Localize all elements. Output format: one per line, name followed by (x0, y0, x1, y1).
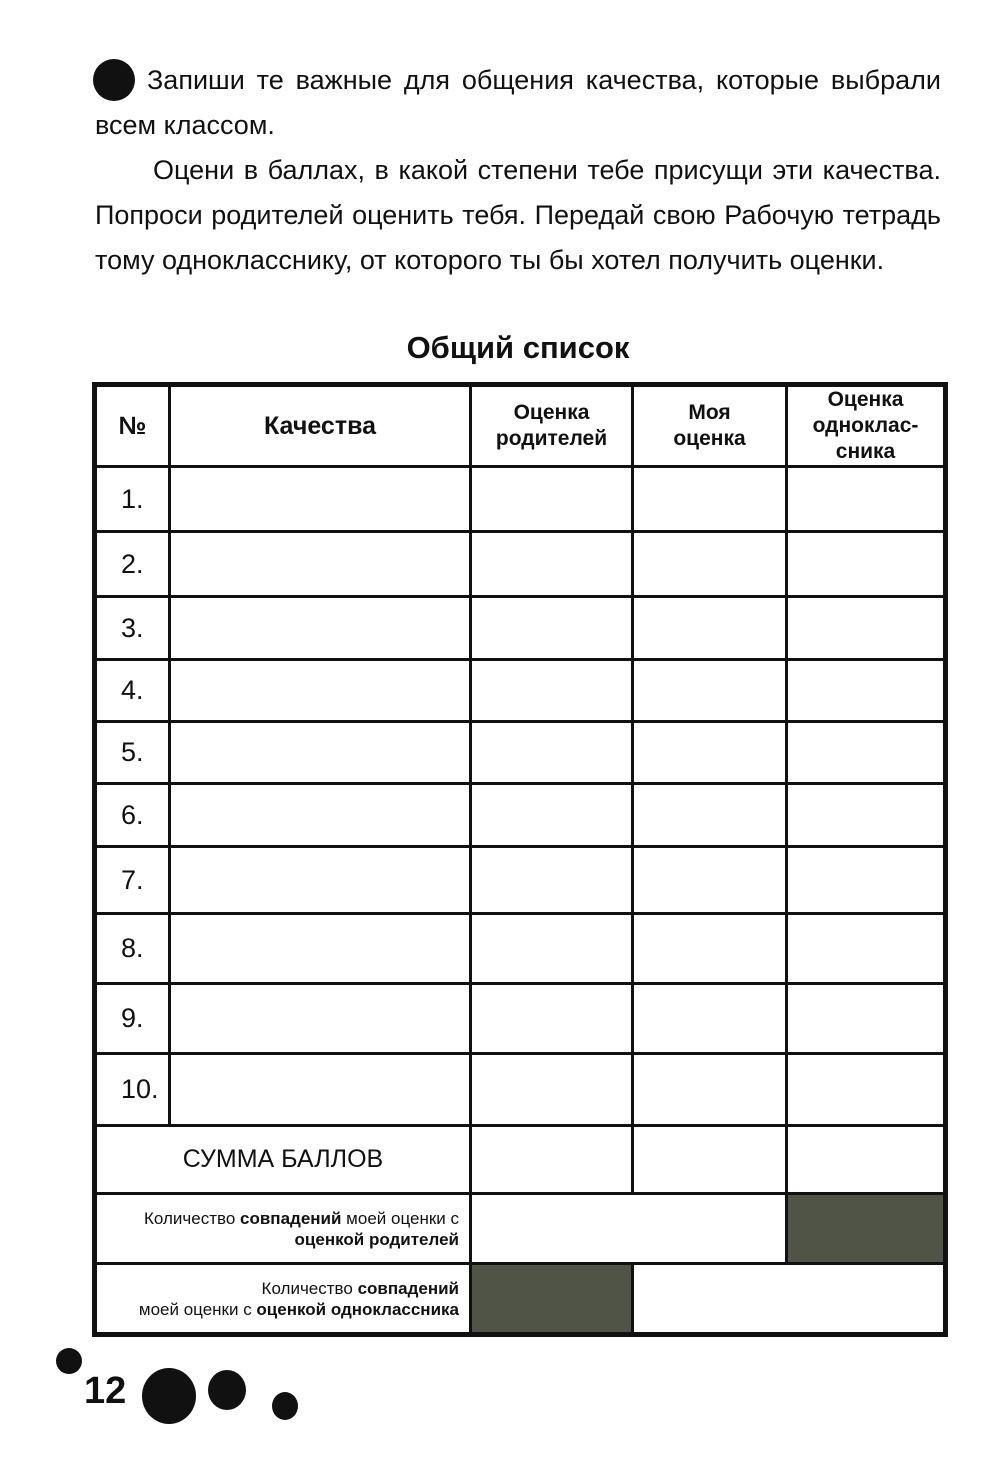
classmate-score-cell[interactable] (785, 845, 947, 915)
match-classmate-label: Количество совпадений моей оценки с оцен… (93, 1262, 472, 1336)
parents-score-cell[interactable] (469, 465, 634, 533)
flower-icon (272, 1392, 298, 1420)
table-title: Общий список (406, 330, 630, 365)
my-score-cell[interactable] (631, 845, 788, 915)
sum-my-cell[interactable] (631, 1124, 788, 1195)
my-score-cell[interactable] (631, 1052, 788, 1127)
table-row: 3. (93, 595, 947, 661)
classmate-score-cell[interactable] (785, 720, 947, 785)
classmate-score-cell[interactable] (785, 465, 947, 533)
shaded-cell (785, 1192, 947, 1265)
header-my-score: Моя оценка (631, 383, 788, 468)
quality-cell[interactable] (168, 595, 472, 661)
header-number: № (93, 383, 171, 468)
sum-row: СУММА БАЛЛОВ (93, 1124, 947, 1195)
row-number: 3. (93, 595, 171, 661)
quality-cell[interactable] (168, 1052, 472, 1127)
page-number: 12 (84, 1370, 127, 1412)
row-number: 8. (93, 912, 171, 985)
my-score-cell[interactable] (631, 912, 788, 985)
quality-cell[interactable] (168, 782, 472, 848)
my-score-cell[interactable] (631, 465, 788, 533)
classmate-score-cell[interactable] (785, 658, 947, 723)
row-number: 6. (93, 782, 171, 848)
parents-score-cell[interactable] (469, 982, 634, 1055)
flower-icon (56, 1348, 82, 1374)
row-number: 4. (93, 658, 171, 723)
header-row: № Качества Оценка родителей Моя оценка Оце… (93, 383, 947, 468)
row-number: 7. (93, 845, 171, 915)
row-number: 2. (93, 530, 171, 598)
header-classmate-score: Оценка однoклас-сника (785, 383, 947, 468)
my-score-cell[interactable] (631, 720, 788, 785)
quality-cell[interactable] (168, 465, 472, 533)
flower-icon (208, 1370, 246, 1410)
parents-score-cell[interactable] (469, 912, 634, 985)
quality-cell[interactable] (168, 720, 472, 785)
match-parents-row: Количество совпадений моей оценки с оцен… (93, 1192, 947, 1265)
match-parents-label: Количество совпадений моей оценки с оцен… (93, 1192, 472, 1265)
sum-classmate-cell[interactable] (785, 1124, 947, 1195)
quality-cell[interactable] (168, 845, 472, 915)
quality-cell[interactable] (168, 530, 472, 598)
table-row: 4. (93, 658, 947, 723)
quality-cell[interactable] (168, 658, 472, 723)
row-number: 10. (93, 1052, 171, 1127)
quality-cell[interactable] (168, 982, 472, 1055)
row-number: 9. (93, 982, 171, 1055)
table-row: 8. (93, 912, 947, 985)
classmate-score-cell[interactable] (785, 595, 947, 661)
row-number: 5. (93, 720, 171, 785)
sum-parents-cell[interactable] (469, 1124, 634, 1195)
my-score-cell[interactable] (631, 595, 788, 661)
my-score-cell[interactable] (631, 530, 788, 598)
quality-cell[interactable] (168, 912, 472, 985)
classmate-score-cell[interactable] (785, 912, 947, 985)
match-parents-cell[interactable] (469, 1192, 788, 1265)
classmate-score-cell[interactable] (785, 530, 947, 598)
parents-score-cell[interactable] (469, 720, 634, 785)
sum-label: СУММА БАЛЛОВ (93, 1124, 472, 1195)
table-row: 6. (93, 782, 947, 848)
shaded-cell (469, 1262, 634, 1336)
qualities-table: № Качества Оценка родителей Моя оценка Оце… (92, 382, 948, 1337)
row-number: 1. (93, 465, 171, 533)
classmate-score-cell[interactable] (785, 1052, 947, 1127)
my-score-cell[interactable] (631, 658, 788, 723)
instruction-text-1: Запиши те важные для общения качества, к… (95, 65, 941, 140)
parents-score-cell[interactable] (469, 658, 634, 723)
flower-icon (142, 1368, 196, 1424)
classmate-score-cell[interactable] (785, 782, 947, 848)
table-row: 10. (93, 1052, 947, 1127)
header-qualities: Качества (168, 383, 472, 468)
classmate-score-cell[interactable] (785, 982, 947, 1055)
header-parents-score: Оценка родителей (469, 383, 634, 468)
parents-score-cell[interactable] (469, 782, 634, 848)
instruction-paragraph-1: Запиши те важные для общения качества, к… (95, 58, 941, 148)
table-row: 9. (93, 982, 947, 1055)
my-score-cell[interactable] (631, 782, 788, 848)
parents-score-cell[interactable] (469, 1052, 634, 1127)
flower-bullet-icon (95, 61, 133, 99)
instruction-paragraph-2: Оцени в баллах, в какой степени тебе при… (95, 155, 941, 275)
table-row: 2. (93, 530, 947, 598)
parents-score-cell[interactable] (469, 595, 634, 661)
table-row: 1. (93, 465, 947, 533)
match-classmate-cell[interactable] (631, 1262, 947, 1336)
table-row: 7. (93, 845, 947, 915)
my-score-cell[interactable] (631, 982, 788, 1055)
parents-score-cell[interactable] (469, 845, 634, 915)
parents-score-cell[interactable] (469, 530, 634, 598)
match-classmate-row: Количество совпадений моей оценки с оцен… (93, 1262, 947, 1336)
table-row: 5. (93, 720, 947, 785)
